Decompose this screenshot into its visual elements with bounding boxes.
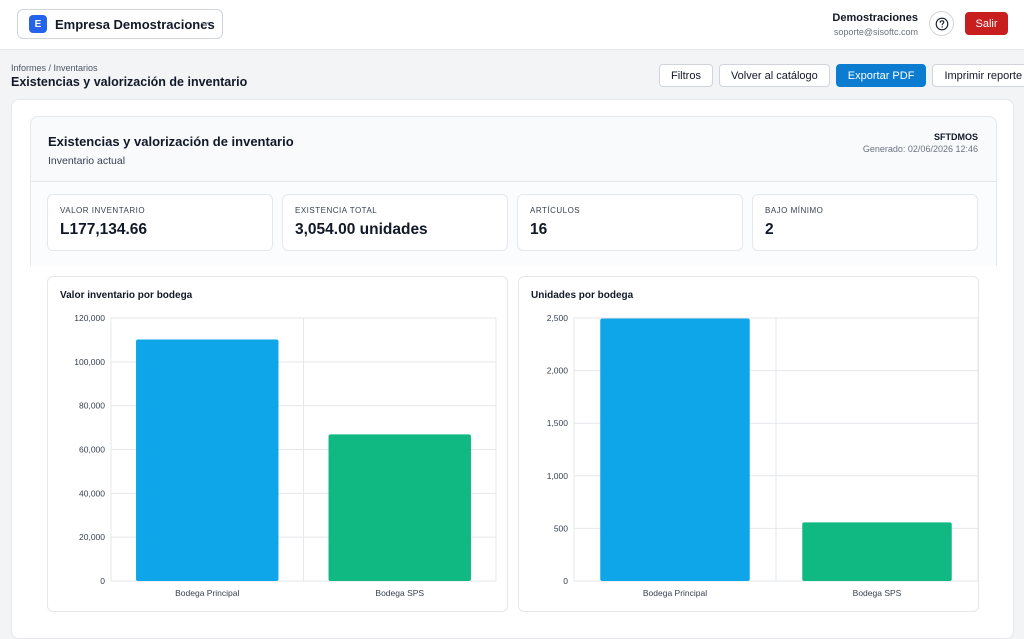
- x-tick-label: Bodega SPS: [853, 588, 902, 598]
- units-chart: 0 500 1,000 1,500 2,000 2,500 Bodega Principal…: [547, 313, 979, 598]
- report-title: Existencias y valorización de inventario: [48, 134, 294, 149]
- kpi-label: BAJO MÍNIMO: [765, 206, 824, 215]
- company-name: Empresa Demostraciones: [55, 16, 215, 32]
- page-title: Existencias y valorización de inventario: [11, 75, 248, 89]
- kpi-label: ARTÍCULOS: [530, 206, 581, 215]
- bar[interactable]: [328, 434, 471, 581]
- x-tick-label: Bodega Principal: [175, 588, 239, 598]
- y-tick-label: 2,000: [547, 366, 569, 376]
- filters-button[interactable]: Filtros: [659, 64, 713, 87]
- y-tick-label: 80,000: [79, 401, 105, 411]
- kpi-card-inventory-value: VALOR INVENTARIO L177,134.66: [47, 194, 273, 251]
- x-tick-label: Bodega SPS: [375, 588, 424, 598]
- x-tick-label: Bodega Principal: [643, 588, 707, 598]
- y-tick-label: 120,000: [74, 313, 105, 323]
- y-tick-label: 1,500: [547, 418, 569, 428]
- help-button[interactable]: [929, 11, 954, 36]
- kpi-label: VALOR INVENTARIO: [60, 206, 146, 215]
- y-tick-label: 0: [563, 576, 568, 586]
- kpi-card-below-minimum: BAJO MÍNIMO 2: [752, 194, 978, 251]
- inventory-value-chart: 0 20,000 40,000 60,000 80,000 100,000 120,000 B…: [74, 313, 497, 598]
- kpi-label: EXISTENCIA TOTAL: [295, 206, 378, 215]
- chart-card-units: Unidades por bodega 0 500 1,000 1,500 2,000 2…: [518, 276, 979, 612]
- export-pdf-button[interactable]: Exportar PDF: [835, 64, 927, 87]
- y-tick-label: 20,000: [79, 532, 105, 542]
- bar[interactable]: [136, 339, 279, 581]
- kpi-value: 2: [765, 221, 774, 238]
- breadcrumb[interactable]: Informes / Inventarios: [11, 63, 98, 73]
- y-tick-label: 40,000: [79, 488, 105, 498]
- page-actions: Filtros Volver al catálogo Exportar PDF …: [659, 64, 1024, 87]
- chevron-down-icon: [201, 21, 209, 27]
- company-selector[interactable]: E Empresa Demostraciones: [17, 9, 223, 39]
- y-tick-label: 0: [100, 576, 105, 586]
- kpi-strip: VALOR INVENTARIO L177,134.66 EXISTENCIA …: [30, 182, 997, 266]
- report-subtitle: Inventario actual: [48, 155, 126, 167]
- kpi-value: 16: [530, 221, 548, 238]
- y-tick-label: 60,000: [79, 445, 105, 455]
- back-to-catalog-button[interactable]: Volver al catálogo: [718, 64, 830, 87]
- bar[interactable]: [802, 522, 952, 581]
- kpi-value: 3,054.00 unidades: [295, 221, 428, 238]
- report-code: SFTDMOS: [934, 132, 978, 142]
- question-circle-icon: [935, 17, 948, 30]
- report-generated-date: Generado: 02/06/2026 12:46: [862, 144, 978, 154]
- y-tick-label: 1,000: [547, 471, 569, 481]
- chart-title: Valor inventario por bodega: [60, 290, 193, 301]
- report-header: Existencias y valorización de inventario…: [30, 116, 997, 182]
- print-report-button[interactable]: Imprimir reporte: [932, 64, 1024, 87]
- logout-button[interactable]: Salir: [965, 12, 1008, 35]
- report-container: Existencias y valorización de inventario…: [11, 99, 1014, 639]
- top-bar: E Empresa Demostraciones Demostraciones …: [0, 0, 1024, 50]
- user-email: soporte@sisoftc.com: [833, 27, 918, 37]
- user-name: Demostraciones: [832, 12, 918, 24]
- y-tick-label: 100,000: [74, 357, 105, 367]
- user-info: Demostraciones soporte@sisoftc.com: [832, 12, 918, 38]
- y-tick-label: 500: [554, 523, 568, 533]
- chart-title: Unidades por bodega: [531, 290, 634, 301]
- y-tick-label: 2,500: [547, 313, 569, 323]
- kpi-card-total-stock: EXISTENCIA TOTAL 3,054.00 unidades: [282, 194, 508, 251]
- chart-card-inventory-value: Valor inventario por bodega 0 20,000 40,00…: [47, 276, 508, 612]
- bar[interactable]: [600, 318, 750, 581]
- company-badge: E: [29, 15, 47, 33]
- kpi-card-items: ARTÍCULOS 16: [517, 194, 743, 251]
- kpi-value: L177,134.66: [60, 221, 148, 238]
